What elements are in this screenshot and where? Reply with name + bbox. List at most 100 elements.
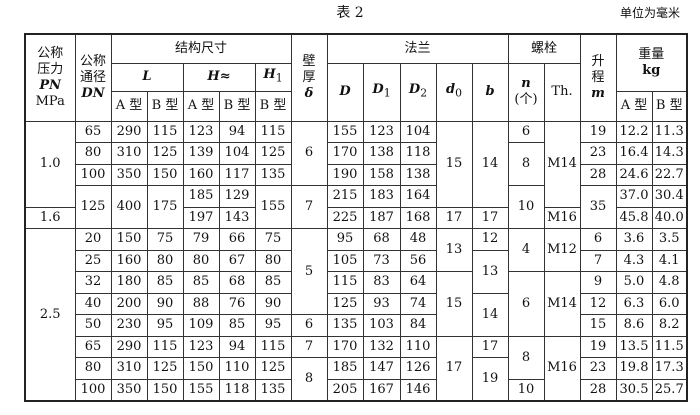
- table-cell: 185: [326, 357, 364, 380]
- table-cell: 7: [290, 185, 328, 229]
- header-b: b: [471, 62, 509, 122]
- table-row: 25 160 80 80 67 80 105 73 56 13 7 4.3 4.1: [25, 249, 688, 294]
- table-cell: 13: [471, 249, 509, 294]
- table-cell: 205: [326, 378, 364, 402]
- table-cell: 115: [146, 335, 184, 358]
- table-row: 40 200 90 88 76 90 125 93 74 14 12 6.3 6.0: [25, 292, 688, 337]
- header-L-A: A 型: [110, 90, 148, 122]
- table-cell: 28: [579, 163, 617, 186]
- header-D1: D1: [362, 62, 401, 122]
- table-cell: 4.1: [651, 249, 688, 272]
- table-cell: 8.2: [651, 314, 688, 337]
- table-cell: 88: [182, 292, 220, 315]
- table-row: 65 290 115 123 94 115 7 170 132 110 17 17 8 M16 19 13.5…: [25, 335, 688, 402]
- table-cell: 4.3: [615, 249, 653, 272]
- table-cell: 125: [74, 185, 112, 229]
- table-cell: 67: [218, 249, 256, 272]
- table-cell: 90: [254, 292, 292, 315]
- table-cell: 17: [471, 335, 509, 358]
- table-cell: 93: [362, 292, 401, 315]
- table-cell: 66: [218, 228, 256, 251]
- table-cell: 104: [218, 142, 256, 165]
- table-cell: 80: [74, 357, 112, 380]
- table-cell: 4: [507, 228, 545, 272]
- table-cell: M16: [543, 206, 581, 229]
- header-H: H≈: [182, 62, 256, 92]
- table-cell: 40: [74, 292, 112, 315]
- table-cell: 150: [182, 357, 220, 380]
- header-weight-A: A 型: [615, 90, 653, 122]
- table-cell: 125: [146, 142, 184, 165]
- table-cell: 6.0: [651, 292, 688, 315]
- table-cell: 35: [579, 185, 617, 229]
- table-cell: 56: [399, 249, 437, 272]
- header-pn: 公称 压力 PN MPa: [24, 33, 76, 122]
- table-cell: 8: [290, 357, 328, 402]
- table-cell: 85: [146, 271, 184, 294]
- header-structure: 结构尺寸: [110, 33, 292, 64]
- table-cell: 75: [254, 228, 292, 251]
- table-cell: 115: [326, 271, 364, 294]
- table-cell: 115: [254, 120, 292, 143]
- table-row: 2.5 20 150 75 79 66 75 5 95 68 48 13 12 4 M12 6 3.6 3.5: [24, 228, 688, 402]
- table-cell: 146: [399, 378, 437, 402]
- table-cell: 129: [218, 185, 256, 208]
- table-cell: 80: [146, 249, 184, 272]
- table-cell: 115: [146, 120, 184, 143]
- table-cell: 139: [182, 142, 220, 165]
- table-cell: 22.7: [651, 163, 688, 186]
- table-cell: 104: [399, 120, 437, 143]
- table-cell: 164: [399, 185, 437, 208]
- table-cell: 10: [507, 378, 545, 402]
- header-weight-B: B 型: [651, 90, 688, 122]
- table-cell: M14: [543, 120, 581, 208]
- table-cell: 230: [110, 314, 148, 337]
- table-cell: 80: [254, 249, 292, 272]
- table-cell: 180: [110, 271, 148, 294]
- table-cell: 225: [326, 206, 364, 229]
- table-cell: 95: [326, 228, 364, 251]
- table-cell: 100: [74, 163, 112, 186]
- table-cell: 9: [579, 271, 617, 294]
- table-cell: 19: [579, 335, 617, 358]
- table-cell: 14.3: [651, 142, 688, 165]
- table-cell: 6.3: [615, 292, 653, 315]
- table-cell: 290: [110, 120, 148, 143]
- table-cell: 158: [362, 163, 401, 186]
- table-cell: 19: [471, 357, 509, 402]
- table-cell: 123: [182, 335, 220, 358]
- table-cell: 350: [110, 378, 148, 402]
- table-cell: 125: [254, 357, 292, 380]
- table-cell: 80: [74, 142, 112, 165]
- table-cell: 150: [146, 163, 184, 186]
- table-cell: 15: [579, 314, 617, 337]
- table-cell: 17.3: [651, 357, 688, 380]
- table-cell: 170: [326, 142, 364, 165]
- table-cell: 135: [254, 163, 292, 186]
- table-cell: 138: [399, 163, 437, 186]
- table-cell: 11.3: [651, 120, 688, 143]
- table-cell: 94: [218, 335, 256, 358]
- table-cell: 45.8: [615, 206, 653, 229]
- table-cell: 126: [399, 357, 437, 380]
- header-d0: d0: [435, 62, 473, 122]
- table-cell: 160: [182, 163, 220, 186]
- table-cell: 6: [579, 228, 617, 251]
- header-n: n (个): [507, 62, 545, 122]
- table-cell: 76: [218, 292, 256, 315]
- table-cell: 8.6: [615, 314, 653, 337]
- header-D: D: [326, 62, 364, 122]
- table-cell: 14: [471, 292, 509, 337]
- table-cell: M16: [543, 335, 581, 402]
- table-cell: 19.8: [615, 357, 653, 380]
- table-cell: 7: [290, 335, 328, 358]
- table-cell: 100: [74, 378, 112, 402]
- table-cell: 105: [326, 249, 364, 272]
- table-cell: 30.4: [651, 185, 688, 208]
- table-cell: 10: [507, 185, 545, 229]
- table-cell: 48: [399, 228, 437, 251]
- header-H-B: B 型: [218, 90, 256, 122]
- table-cell: 150: [146, 378, 184, 402]
- header-flange: 法兰: [326, 33, 509, 64]
